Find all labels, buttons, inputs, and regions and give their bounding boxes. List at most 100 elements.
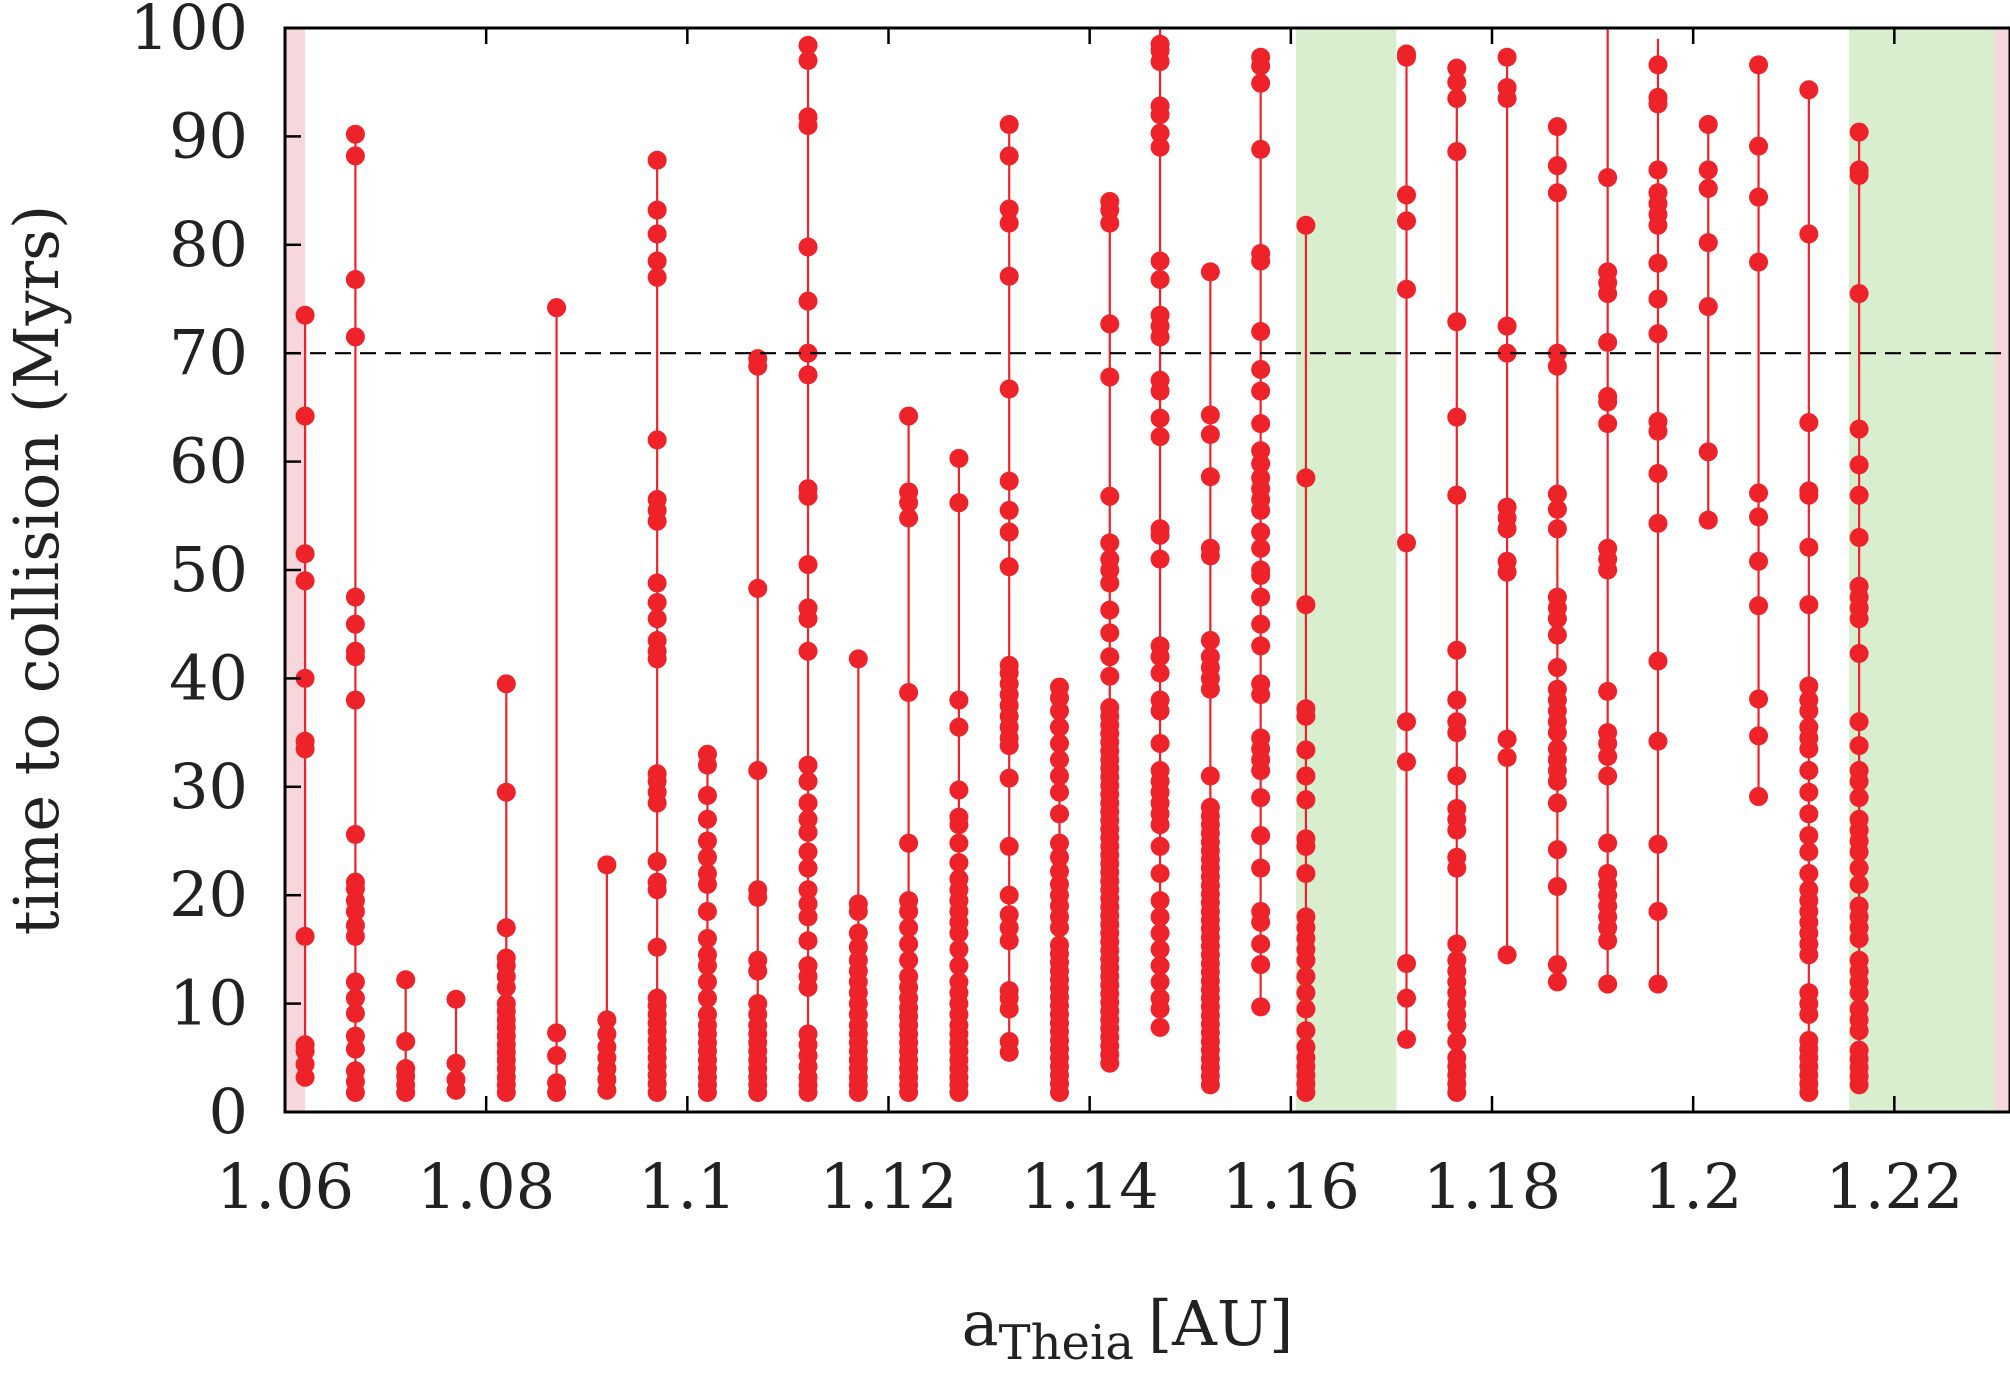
data-point [1251, 414, 1271, 434]
data-point [1547, 343, 1567, 363]
data-point [647, 630, 667, 650]
data-point [999, 266, 1019, 286]
data-point [1497, 78, 1517, 98]
data-point [697, 901, 717, 921]
data-point [647, 224, 667, 244]
y-tick-label: 100 [130, 0, 248, 64]
data-point [798, 641, 818, 661]
data-point [345, 146, 365, 166]
data-point [1849, 284, 1869, 304]
data-point [597, 1024, 617, 1044]
data-point [647, 200, 667, 220]
data-point [899, 482, 919, 502]
data-point [1150, 907, 1170, 927]
shaded-region-3 [1994, 28, 2010, 1112]
data-point [1598, 387, 1618, 407]
series-column-27 [1698, 114, 1718, 530]
data-point [1049, 766, 1069, 786]
series-column-22 [1447, 58, 1467, 1102]
data-point [999, 931, 1019, 951]
data-point [949, 956, 969, 976]
series-column-26 [1648, 38, 1668, 994]
data-point [1447, 72, 1467, 92]
y-tick-label: 90 [169, 99, 248, 172]
data-point [999, 905, 1019, 925]
series-column-10 [798, 35, 818, 1102]
series-column-18 [1200, 262, 1220, 1095]
data-point [1150, 761, 1170, 781]
data-point [1447, 407, 1467, 427]
data-point [798, 343, 818, 363]
data-point [1397, 533, 1417, 553]
series-column-1 [345, 124, 365, 1102]
data-point [1547, 519, 1567, 539]
series-column-30 [1849, 122, 1869, 1095]
data-point [1749, 136, 1769, 156]
data-point [1049, 861, 1069, 881]
data-point [496, 782, 516, 802]
data-point [345, 269, 365, 289]
data-point [798, 842, 818, 862]
data-point [949, 780, 969, 800]
data-point [748, 761, 768, 781]
data-point [1150, 1017, 1170, 1037]
data-point [697, 744, 717, 764]
data-point [949, 448, 969, 468]
data-point [1447, 485, 1467, 505]
data-point [899, 934, 919, 954]
data-point [1849, 874, 1869, 894]
data-point [1849, 576, 1869, 596]
data-point [798, 771, 818, 791]
data-point [697, 945, 717, 965]
data-point [1547, 877, 1567, 897]
data-point [1598, 262, 1618, 282]
data-point [1799, 676, 1819, 696]
data-point [1447, 312, 1467, 332]
data-point [1698, 160, 1718, 180]
data-point [1598, 766, 1618, 786]
data-point [295, 1054, 315, 1074]
y-tick-label: 50 [169, 533, 248, 606]
data-point [1296, 790, 1316, 810]
data-point [1049, 782, 1069, 802]
data-point [999, 500, 1019, 520]
data-point [1547, 972, 1567, 992]
data-point [1849, 122, 1869, 142]
data-point [1251, 522, 1271, 542]
data-point [1397, 279, 1417, 299]
data-point [899, 508, 919, 528]
data-point [597, 1010, 617, 1030]
data-point [848, 923, 868, 943]
x-axis-label: aTheia [AU] [962, 1287, 1294, 1371]
data-point [1397, 988, 1417, 1008]
data-point [1251, 441, 1271, 461]
x-tick-label: 1.16 [1222, 1150, 1360, 1223]
data-point [999, 199, 1019, 219]
x-tick-label: 1.22 [1825, 1150, 1963, 1223]
data-point [295, 406, 315, 426]
data-series [295, 28, 1869, 1102]
data-point [999, 1032, 1019, 1052]
data-point [798, 598, 818, 618]
data-point [647, 573, 667, 593]
data-point [999, 114, 1019, 134]
data-point [999, 885, 1019, 905]
data-point [1296, 740, 1316, 760]
data-point [1296, 1037, 1316, 1057]
data-point [597, 855, 617, 875]
data-point [345, 916, 365, 936]
data-point [647, 609, 667, 629]
data-point [345, 824, 365, 844]
data-point [1698, 510, 1718, 530]
data-point [1251, 934, 1271, 954]
data-point [798, 237, 818, 257]
data-point [949, 717, 969, 737]
data-point [1150, 864, 1170, 884]
data-point [1397, 752, 1417, 772]
data-point [1150, 137, 1170, 157]
data-point [1799, 761, 1819, 781]
data-point [1648, 160, 1668, 180]
data-point [748, 880, 768, 900]
data-point [1497, 945, 1517, 965]
